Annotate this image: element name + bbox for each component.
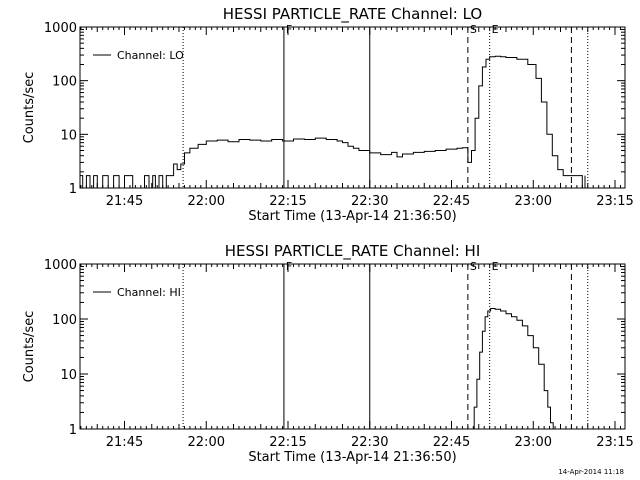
y-tick-label: 100 — [52, 313, 77, 328]
y-tick-label: 1000 — [44, 258, 77, 273]
x-tick-label: 23:15 — [596, 194, 633, 209]
marker-label: F — [286, 260, 292, 273]
marker-label: E — [492, 23, 499, 36]
x-tick-label: 23:00 — [515, 435, 552, 450]
marker-label: S — [470, 260, 477, 273]
panel-0: HESSI PARTICLE_RATE Channel: LO 1 10 100 100… — [22, 5, 634, 224]
y-tick-label: 10 — [60, 368, 77, 383]
y-axis-label: Counts/sec — [22, 72, 37, 144]
y-tick-label: 10 — [60, 128, 77, 143]
series-line — [80, 55, 586, 189]
x-axis-label: Start Time (13-Apr-14 21:36:50) — [248, 209, 456, 224]
x-tick-label: 22:00 — [188, 435, 225, 450]
y-tick-label: 1 — [69, 182, 77, 197]
plot-frame — [79, 26, 626, 189]
x-tick-label: 21:45 — [106, 435, 143, 450]
x-tick-label: 22:30 — [351, 435, 388, 450]
x-tick-label: 22:45 — [433, 194, 470, 209]
plot-frame — [79, 263, 626, 430]
timestamp-label: 14-Apr-2014 11:18 — [558, 468, 624, 476]
x-tick-label: 23:00 — [515, 194, 552, 209]
marker-label: S — [470, 23, 477, 36]
y-tick-label: 1000 — [44, 21, 77, 36]
x-tick-label: 22:15 — [269, 194, 306, 209]
y-tick-label: 100 — [52, 75, 77, 90]
x-tick-label: 23:15 — [596, 435, 633, 450]
y-tick-label: 1 — [69, 423, 77, 438]
chart-title: HESSI PARTICLE_RATE Channel: LO — [223, 5, 482, 24]
y-axis-label: Counts/sec — [22, 311, 37, 383]
panel-1: HESSI PARTICLE_RATE Channel: HI 1 10 100 100… — [22, 242, 634, 465]
x-tick-label: 22:30 — [351, 194, 388, 209]
chart-title: HESSI PARTICLE_RATE Channel: HI — [225, 242, 481, 261]
x-tick-label: 22:15 — [269, 435, 306, 450]
x-tick-label: 22:00 — [188, 194, 225, 209]
legend-label: Channel: LO — [117, 49, 184, 62]
legend-label: Channel: HI — [117, 286, 181, 299]
marker-label: E — [492, 260, 499, 273]
x-tick-label: 22:45 — [433, 435, 470, 450]
x-axis-label: Start Time (13-Apr-14 21:36:50) — [248, 450, 456, 465]
series-line — [471, 308, 554, 430]
marker-label: F — [286, 23, 292, 36]
x-tick-label: 21:45 — [106, 194, 143, 209]
